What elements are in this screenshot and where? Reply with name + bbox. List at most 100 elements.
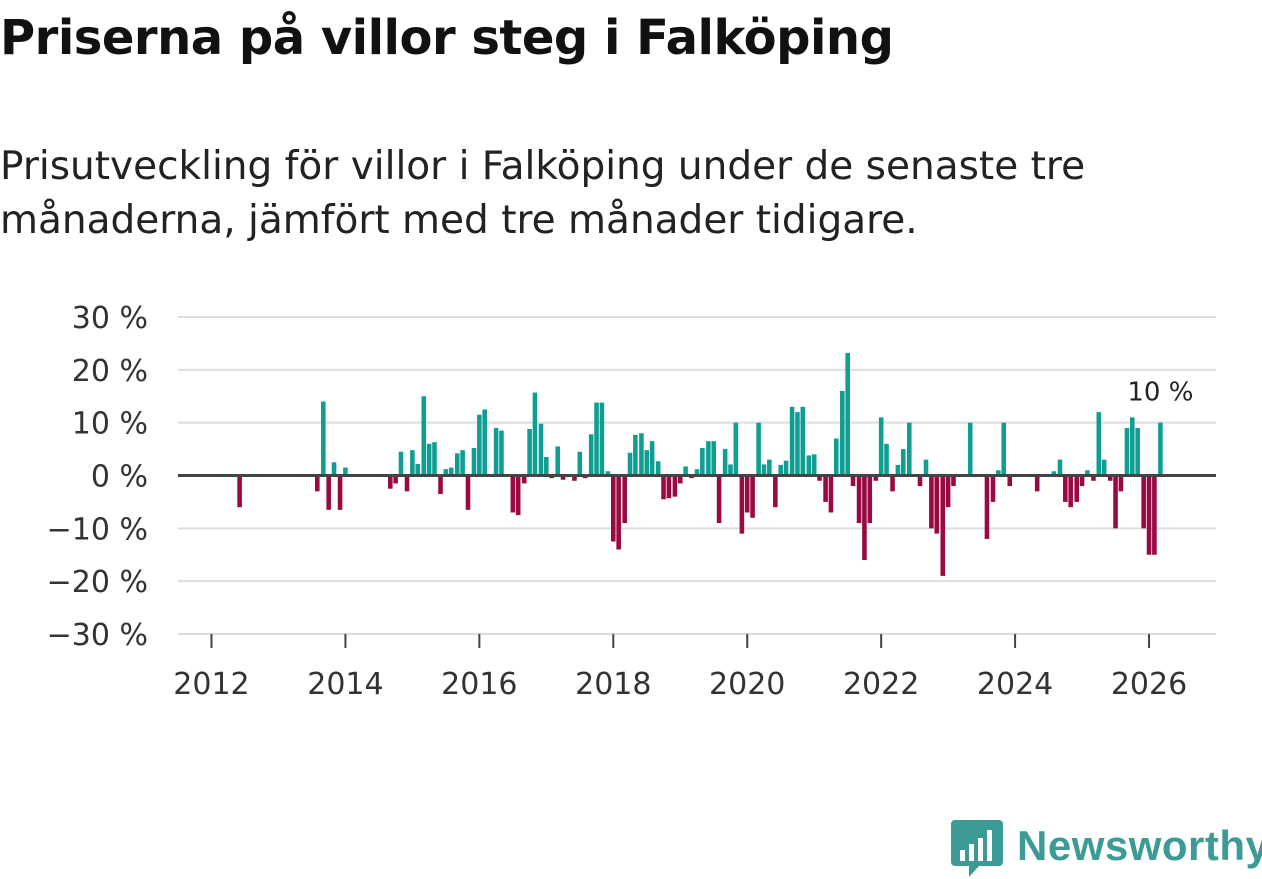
bar [1141, 475, 1146, 529]
bar [499, 430, 504, 476]
bar [1113, 475, 1118, 529]
bar [761, 464, 767, 476]
bar [940, 475, 946, 576]
bar [588, 434, 594, 476]
bar [666, 475, 672, 499]
bar [387, 475, 393, 489]
bar [661, 475, 666, 500]
bar [577, 451, 583, 476]
x-tick-label: 2012 [173, 667, 249, 702]
bar [1074, 475, 1079, 502]
bar [510, 475, 516, 513]
bar [711, 441, 717, 476]
bar [945, 475, 951, 508]
y-tick-label: 30 % [72, 301, 148, 336]
bar [716, 475, 722, 524]
bar [677, 475, 683, 484]
bar [840, 390, 845, 476]
bar [917, 475, 923, 487]
gridlines [178, 316, 1216, 635]
bar [237, 475, 242, 508]
bar [996, 470, 1001, 476]
bar [750, 475, 755, 518]
bar [460, 450, 465, 476]
bar [1001, 422, 1007, 476]
bar [756, 422, 761, 476]
newsworthy-logo: Newsworthy [951, 818, 1262, 878]
bar [471, 448, 477, 476]
bar [773, 475, 778, 508]
bar [1034, 475, 1040, 492]
bar [1124, 427, 1130, 476]
bar [493, 427, 499, 476]
bar [845, 352, 850, 476]
bar [611, 475, 616, 542]
bar [544, 457, 549, 476]
bar [990, 475, 996, 502]
x-tick-label: 2020 [709, 667, 785, 702]
y-tick-label: 20 % [72, 354, 148, 389]
bar [672, 475, 678, 497]
y-tick-label: 0 % [91, 460, 148, 495]
bar [733, 422, 739, 476]
bar [1158, 422, 1163, 476]
bar [862, 475, 867, 561]
y-tick-label: −20 % [47, 565, 148, 600]
bar [806, 455, 812, 476]
bar [1130, 417, 1135, 476]
bar [694, 469, 700, 476]
bar [572, 475, 577, 481]
bar [1135, 427, 1140, 476]
bar [326, 475, 331, 510]
bar [700, 448, 705, 476]
newsworthy-logo-text: Newsworthy [1017, 822, 1262, 869]
x-tick-label: 2016 [441, 667, 517, 702]
bar [555, 446, 560, 476]
bar [616, 475, 621, 550]
bar [410, 450, 415, 476]
x-tick-label: 2024 [977, 667, 1053, 702]
bar [321, 401, 326, 476]
bar [560, 475, 566, 480]
chart-title: Priserna på villor steg i Falköping [0, 10, 894, 66]
bar [817, 475, 822, 481]
bar [934, 475, 940, 534]
bar [739, 475, 745, 534]
bar [331, 462, 337, 476]
bar [778, 464, 783, 476]
bar [878, 417, 884, 476]
bar [454, 453, 460, 476]
y-tick-label: 10 % [72, 407, 148, 442]
bar [850, 475, 856, 487]
bar [393, 475, 398, 484]
bar [1091, 475, 1096, 481]
bar [900, 449, 906, 476]
bar [421, 396, 427, 476]
bar [867, 475, 873, 524]
bar [622, 475, 627, 524]
bar [337, 475, 343, 510]
bar [521, 475, 527, 484]
bar [1096, 412, 1102, 476]
bar [795, 412, 800, 476]
bar [532, 392, 538, 476]
bar [706, 441, 711, 476]
bar [895, 464, 901, 476]
bar [515, 475, 521, 516]
bar [767, 459, 772, 476]
bar [929, 475, 934, 529]
bar [398, 451, 404, 476]
bar [683, 466, 688, 476]
bar [644, 450, 650, 476]
bar [1063, 475, 1068, 502]
bar [599, 402, 605, 476]
bar [834, 438, 839, 476]
bar [426, 443, 432, 476]
y-tick-label: −10 % [47, 512, 148, 547]
bar [443, 469, 449, 476]
bar [884, 443, 889, 476]
chart-subtitle: Prisutveckling för villor i Falköping un… [0, 144, 1086, 243]
bar [477, 414, 482, 476]
bar [627, 452, 633, 476]
last-value-label: 10 % [1127, 378, 1193, 408]
